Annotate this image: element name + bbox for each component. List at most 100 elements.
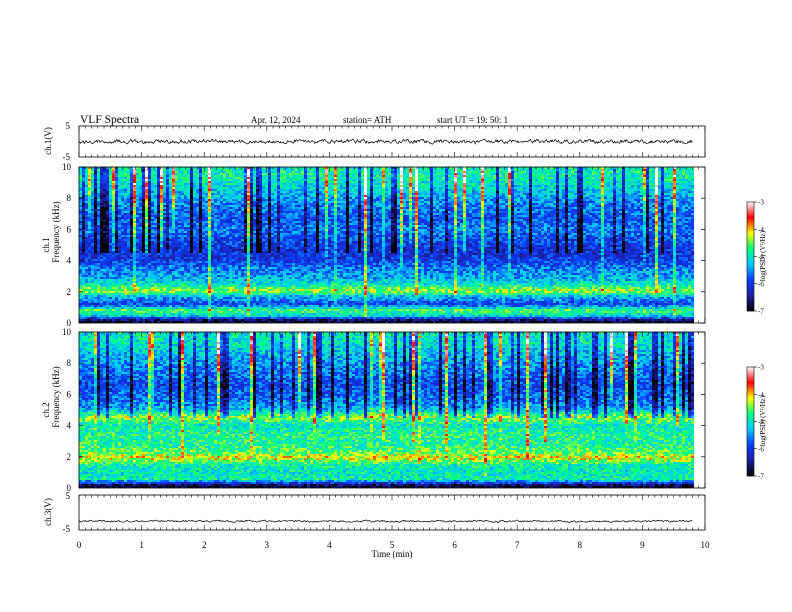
- spectrogram-cell: [193, 237, 196, 239]
- spectrogram-cell: [238, 245, 241, 247]
- spectrogram-cell: [235, 235, 238, 237]
- spectrogram-cell: [148, 207, 151, 209]
- spectrogram-cell: [127, 225, 130, 227]
- spectrogram-cell: [79, 259, 82, 261]
- spectrogram-cell: [142, 277, 145, 279]
- spectrogram-cell: [109, 291, 112, 293]
- spectrogram-cell: [172, 167, 175, 169]
- spectrogram-cell: [229, 291, 232, 293]
- spectrogram-cell: [163, 181, 166, 183]
- spectrogram-cell: [100, 307, 103, 309]
- spectrogram-cell: [142, 321, 145, 323]
- spectrogram-cell: [196, 253, 199, 255]
- spectrogram-cell: [196, 205, 199, 207]
- spectrogram-cell: [118, 283, 121, 285]
- spectrogram-cell: [193, 227, 196, 229]
- spectrogram-cell: [241, 231, 244, 233]
- spectrogram-cell: [229, 213, 232, 215]
- spectrogram-cell: [127, 273, 130, 275]
- spectrogram-cell: [265, 219, 268, 221]
- spectrogram-cell: [136, 239, 139, 241]
- spectrogram-cell: [115, 179, 118, 181]
- spectrogram-cell: [166, 173, 169, 175]
- spectrogram-cell: [256, 299, 259, 301]
- spectrogram-cell: [199, 319, 202, 321]
- spectrogram-cell: [103, 311, 106, 313]
- spectrogram-cell: [247, 259, 250, 261]
- spectrogram-cell: [79, 211, 82, 213]
- spectrogram-cell: [97, 169, 100, 171]
- spectrogram-cell: [139, 317, 142, 319]
- spectrogram-cell: [199, 307, 202, 309]
- spectrogram-cell: [241, 247, 244, 249]
- spectrogram-cell: [136, 267, 139, 269]
- spectrogram-cell: [103, 245, 106, 247]
- spectrogram-cell: [145, 311, 148, 313]
- spectrogram-cell: [118, 291, 121, 293]
- spectrogram-cell: [166, 221, 169, 223]
- spectrogram-cell: [91, 285, 94, 287]
- spectrogram-cell: [127, 313, 130, 315]
- spectrogram-cell: [262, 281, 265, 283]
- spectrogram-cell: [172, 299, 175, 301]
- spectrogram-cell: [145, 307, 148, 309]
- spectrogram-cell: [112, 269, 115, 271]
- spectrogram-cell: [88, 285, 91, 287]
- spectrogram-cell: [256, 203, 259, 205]
- spectrogram-cell: [145, 281, 148, 283]
- spectrogram-cell: [106, 197, 109, 199]
- spectrogram-cell: [103, 213, 106, 215]
- spectrogram-cell: [253, 177, 256, 179]
- spectrogram-cell: [127, 241, 130, 243]
- spectrogram-cell: [178, 249, 181, 251]
- spectrogram-cell: [229, 251, 232, 253]
- spectrogram-cell: [244, 277, 247, 279]
- spectrogram-cell: [256, 209, 259, 211]
- spectrogram-cell: [190, 317, 193, 319]
- spectrogram-cell: [214, 245, 217, 247]
- spectrogram-cell: [205, 299, 208, 301]
- spectrogram-cell: [136, 255, 139, 257]
- spectrogram-cell: [220, 307, 223, 309]
- spectrogram-cell: [247, 249, 250, 251]
- spectrogram-cell: [202, 293, 205, 295]
- spectrogram-cell: [85, 231, 88, 233]
- spectrogram-cell: [142, 189, 145, 191]
- spectrogram-cell: [196, 249, 199, 251]
- spectrogram-cell: [172, 271, 175, 273]
- spectrogram-cell: [187, 223, 190, 225]
- spectrogram-cell: [124, 291, 127, 293]
- spectrogram-cell: [172, 181, 175, 183]
- spectrogram-cell: [211, 235, 214, 237]
- spectrogram-cell: [247, 237, 250, 239]
- spectrogram-cell: [214, 277, 217, 279]
- spectrogram-cell: [157, 247, 160, 249]
- spectrogram-cell: [130, 261, 133, 263]
- spectrogram-cell: [241, 261, 244, 263]
- spectrogram-cell: [85, 207, 88, 209]
- spectrogram-cell: [193, 321, 196, 323]
- spectrogram-cell: [214, 275, 217, 277]
- spectrogram-cell: [106, 213, 109, 215]
- spectrogram-cell: [148, 251, 151, 253]
- spectrogram-cell: [85, 169, 88, 171]
- spectrogram-cell: [208, 289, 211, 291]
- spectrogram-cell: [112, 289, 115, 291]
- spectrogram-cell: [112, 299, 115, 301]
- spectrogram-cell: [169, 263, 172, 265]
- spectrogram-cell: [133, 177, 136, 179]
- spectrogram-cell: [85, 243, 88, 245]
- spectrogram-cell: [214, 183, 217, 185]
- spectrogram-cell: [187, 307, 190, 309]
- spectrogram-cell: [121, 169, 124, 171]
- spectrogram-cell: [124, 175, 127, 177]
- spectrogram-cell: [103, 231, 106, 233]
- spectrogram-cell: [97, 213, 100, 215]
- spectrogram-cell: [247, 267, 250, 269]
- spectrogram-cell: [187, 225, 190, 227]
- spectrogram-cell: [127, 197, 130, 199]
- spectrogram-cell: [151, 171, 154, 173]
- spectrogram-cell: [142, 291, 145, 293]
- spectrogram-cell: [259, 297, 262, 299]
- spectrogram-cell: [130, 235, 133, 237]
